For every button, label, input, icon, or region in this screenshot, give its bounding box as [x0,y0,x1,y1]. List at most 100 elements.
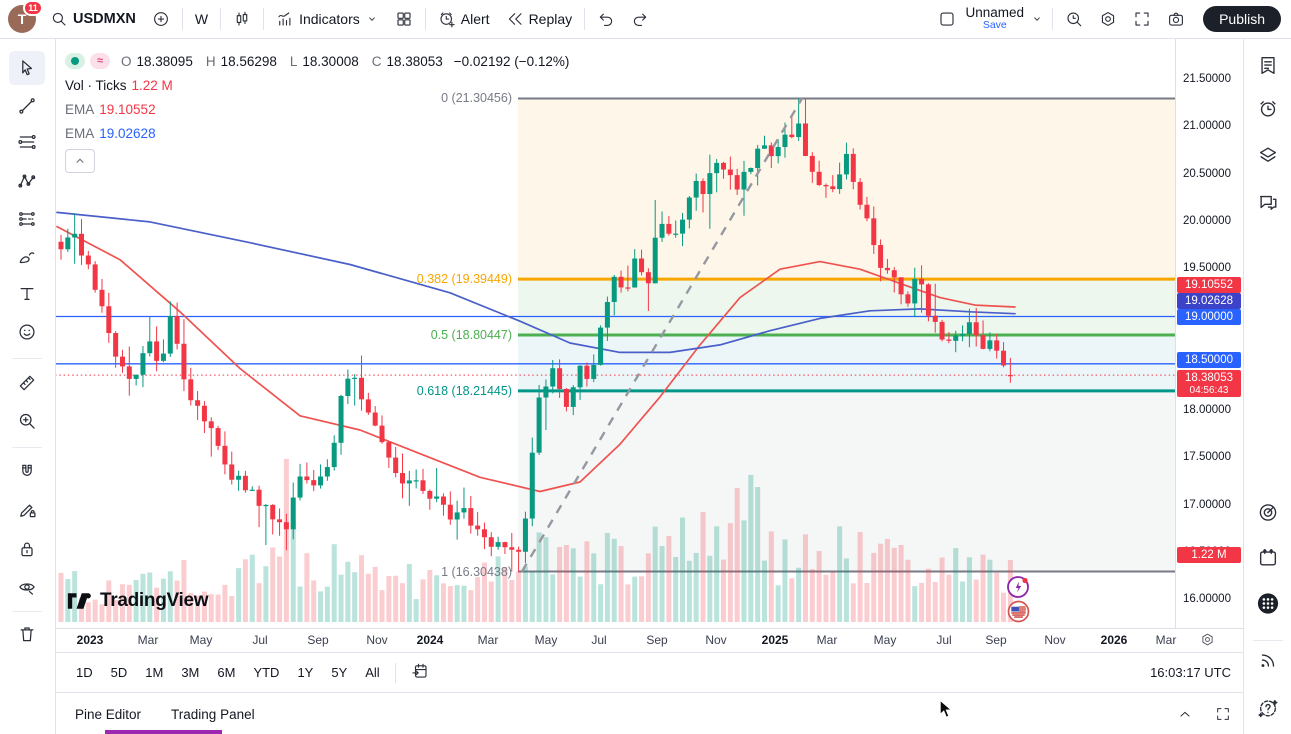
sidebar-apps-grid-button[interactable] [1257,593,1279,620]
volume-bars [58,459,1013,622]
range-5y[interactable]: 5Y [331,665,348,680]
layout-menu-button[interactable] [1026,4,1048,34]
toolbar-divider [584,8,586,30]
range-all[interactable]: All [365,665,380,680]
tab-pine-editor[interactable]: Pine Editor [75,706,142,722]
panel-collapse-icon[interactable] [1177,706,1193,722]
tool-zoom-in[interactable] [9,404,45,438]
time-tick: Sep [307,633,329,647]
brush-icon [17,247,37,267]
range-ytd[interactable]: YTD [253,665,280,680]
sidebar-help-button[interactable] [1257,697,1279,724]
range-5d[interactable]: 5D [110,665,128,680]
range-1y[interactable]: 1Y [297,665,314,680]
time-tick: Mar [1155,633,1177,647]
range-1m[interactable]: 1M [145,665,164,680]
tool-magnet[interactable] [9,455,45,489]
toolbar-divider [12,447,42,448]
symbol-search-button[interactable]: USDMXN [42,4,144,34]
redo-button[interactable] [623,4,657,34]
volume-row[interactable]: Vol · Ticks 1.22 M [65,73,571,97]
sidebar-screener-button[interactable] [1257,502,1279,529]
price-axis[interactable]: 21.50000 21.00000 20.50000 20.00000 19.50000… [1175,38,1244,628]
indicators-button[interactable]: Indicators [268,4,387,34]
fib-level-label[interactable]: 0.618 (18.21445) [416,383,512,398]
time-axis[interactable]: 2023 Mar May Jul Sep Nov 2024 Mar May Jul Sep Nov 20… [55,628,1243,653]
ohlc-row[interactable]: ≈ O 18.38095 H 18.56298 L 18.30008 C 18.3805… [65,49,571,73]
time-tick: Nov [705,633,727,647]
fib-level-label[interactable]: 1 (16.30438) [441,564,512,579]
alert-button[interactable]: Alert [430,4,498,34]
compare-add-button[interactable] [144,4,178,34]
sidebar-chat-button[interactable] [1257,192,1279,219]
volume-label: Vol · Ticks [65,77,127,93]
toolbar-divider [181,8,183,30]
replay-icon [506,10,524,28]
tool-lock[interactable] [9,532,45,566]
ema1-row[interactable]: EMA 19.10552 [65,97,571,121]
boost-button[interactable] [1006,575,1030,604]
chart-legend: ≈ O 18.38095 H 18.56298 L 18.30008 C 18.3805… [65,49,571,173]
publish-button[interactable]: Publish [1203,6,1281,32]
range-6m[interactable]: 6M [217,665,236,680]
sidebar-calendar-button[interactable] [1257,547,1279,574]
save-link[interactable]: Save [982,19,1007,31]
fullscreen-button[interactable] [1125,4,1159,34]
go-to-date-icon [411,662,429,680]
layout-select-button[interactable] [930,4,964,34]
indicators-label: Indicators [299,11,360,27]
tool-cursor[interactable] [9,51,45,85]
time-tick: Jul [252,633,268,647]
chart-style-button[interactable] [225,4,259,34]
tool-text[interactable] [9,277,45,311]
undo-button[interactable] [589,4,623,34]
time-tick: May [189,633,213,647]
economic-events-flag-button[interactable] [1007,600,1030,628]
timezone-settings-button[interactable] [1200,632,1215,652]
range-1d[interactable]: 1D [76,665,93,680]
indicator-templates-button[interactable] [387,4,421,34]
price-tick: 20.00000 [1183,215,1231,227]
tab-trading-panel[interactable]: Trading Panel [171,706,255,722]
snapshot-button[interactable] [1159,4,1193,34]
tool-xabcd-pattern[interactable] [9,164,45,198]
sidebar-divider [1253,640,1283,641]
chart-canvas[interactable] [55,38,1175,628]
tool-hide[interactable] [9,570,45,604]
tool-trash[interactable] [9,617,45,651]
panel-maximize-icon[interactable] [1215,706,1231,722]
tradingview-logo[interactable]: TradingView [67,590,209,612]
zoom-in-icon [17,411,37,431]
tool-trend-line[interactable] [9,89,45,123]
sidebar-streams-button[interactable] [1257,650,1279,677]
fib-level-label[interactable]: 0.5 (18.80447) [430,327,512,342]
fib-level-label[interactable]: 0.382 (19.39449) [416,272,512,287]
tool-ruler[interactable] [9,366,45,400]
tool-drawing-mode[interactable] [9,493,45,527]
range-3m[interactable]: 3M [181,665,200,680]
time-tick: May [534,633,558,647]
replay-button[interactable]: Replay [498,4,581,34]
clock-utc[interactable]: 16:03:17 UTC [1150,665,1231,680]
sidebar-alerts-button[interactable] [1257,98,1279,125]
price-tick: 21.50000 [1183,73,1231,85]
layout-name-button[interactable]: Unnamed Save [964,6,1027,32]
sidebar-object-tree-button[interactable] [1257,145,1279,172]
sidebar-watchlist-button[interactable] [1257,55,1279,82]
time-tick: 2024 [416,633,444,647]
price-badge: 18.38053 04:56:43 [1177,370,1241,397]
quick-search-button[interactable] [1057,4,1091,34]
go-to-date-button[interactable] [402,658,438,687]
user-avatar[interactable]: T 11 [8,0,43,33]
fib-level-label[interactable]: 0 (21.30456) [441,91,512,106]
tool-fib-retracement[interactable] [9,125,45,159]
chart-settings-button[interactable] [1091,4,1125,34]
price-tick: 18.00000 [1183,404,1231,416]
ema2-row[interactable]: EMA 19.02628 [65,121,571,145]
tool-emoji[interactable] [9,315,45,349]
tool-brush[interactable] [9,240,45,274]
interval-button[interactable]: W [187,4,216,34]
chart-pane: 0 (21.30456) 0.382 (19.39449) 0.5 (18.8044… [55,38,1244,628]
legend-collapse-button[interactable] [65,149,95,173]
tool-forecast[interactable] [9,202,45,236]
